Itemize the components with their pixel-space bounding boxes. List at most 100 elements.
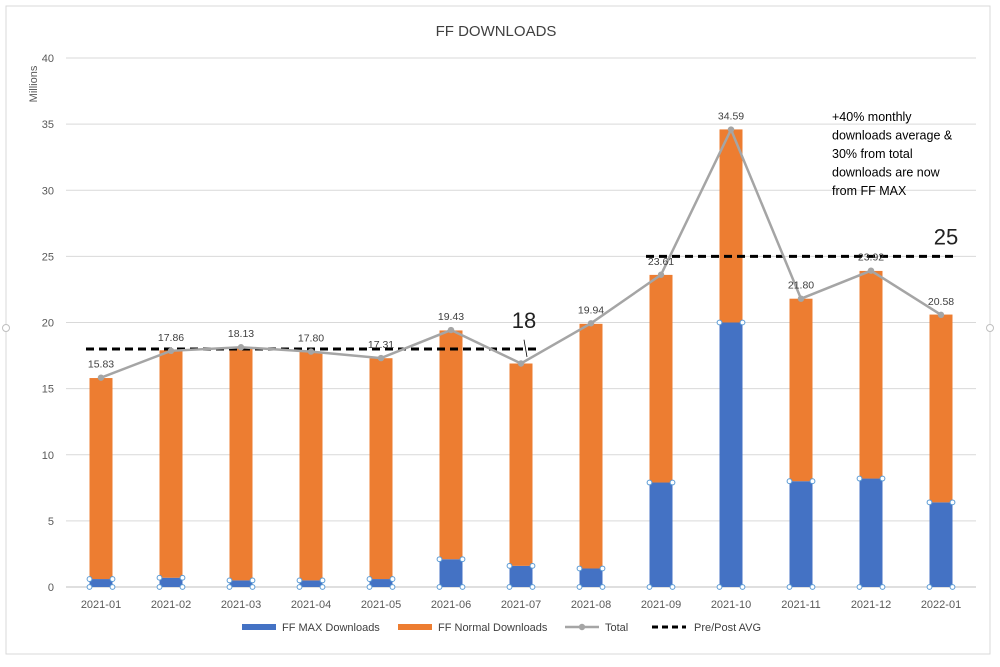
x-tick-label: 2021-12 xyxy=(851,599,891,611)
series-selection-marker xyxy=(786,584,793,590)
resize-handle-right[interactable] xyxy=(986,324,994,332)
total-point xyxy=(97,374,105,381)
total-point xyxy=(377,354,385,362)
total-data-label: 19.43 xyxy=(438,311,464,323)
legend-swatch xyxy=(398,624,432,630)
x-tick-label: 2021-08 xyxy=(571,599,611,611)
bar-ff-normal xyxy=(929,314,953,503)
legend: FF MAX Downloads FF Normal Downloads Total… xyxy=(242,622,761,634)
legend-item[interactable]: FF Normal Downloads xyxy=(398,622,548,634)
series-selection-marker xyxy=(366,584,373,590)
series-selection-marker xyxy=(716,319,723,326)
y-tick-label: 10 xyxy=(42,450,54,462)
series-selection-marker xyxy=(319,584,326,590)
total-data-label: 23.61 xyxy=(648,256,674,268)
series-selection-marker xyxy=(506,562,513,569)
legend-item[interactable]: Total xyxy=(565,622,628,634)
total-point xyxy=(867,267,875,274)
series-selection-marker xyxy=(879,584,886,590)
bar-ff-max xyxy=(719,322,743,587)
x-tick-label: 2021-05 xyxy=(361,599,401,611)
series-selection-marker xyxy=(646,479,653,486)
series-selection-marker xyxy=(179,584,186,590)
pre-avg-annotation: 18 xyxy=(512,308,536,333)
series-selection-marker xyxy=(926,584,933,590)
y-tick-label: 40 xyxy=(42,53,54,65)
bar-ff-normal xyxy=(719,129,743,323)
series-selection-marker xyxy=(389,576,396,582)
insight-annotation-line: +40% monthly xyxy=(832,110,912,124)
series-selection-marker xyxy=(879,475,886,482)
x-tick-label: 2021-02 xyxy=(151,599,191,611)
bar-ff-max xyxy=(159,577,183,587)
bar-ff-max xyxy=(229,580,253,587)
total-point xyxy=(307,348,315,355)
total-point xyxy=(797,295,805,302)
total-line xyxy=(97,126,945,381)
bar-ff-max xyxy=(859,478,883,587)
gridlines xyxy=(66,57,976,588)
total-point xyxy=(167,347,175,355)
series-selection-marker xyxy=(249,584,256,590)
total-data-label: 23.92 xyxy=(858,252,884,264)
total-data-label: 15.83 xyxy=(88,359,114,371)
series-selection-marker xyxy=(226,577,233,584)
bar-ff-normal xyxy=(439,330,463,560)
total-data-label: 17.31 xyxy=(368,339,394,351)
series-selection-marker xyxy=(249,577,256,584)
x-tick-label: 2021-03 xyxy=(221,599,261,611)
series-selection-marker xyxy=(856,475,863,482)
series-selection-marker xyxy=(109,576,116,582)
x-tick-label: 2021-07 xyxy=(501,599,541,611)
legend-item[interactable]: Pre/Post AVG xyxy=(652,622,761,634)
x-tick-label: 2021-06 xyxy=(431,599,471,611)
series-selection-marker xyxy=(856,584,863,590)
bars xyxy=(86,129,956,590)
y-tick-label: 0 xyxy=(48,582,54,594)
series-selection-marker xyxy=(389,584,396,590)
legend-label: Total xyxy=(605,622,628,634)
bar-ff-normal xyxy=(369,358,393,580)
total-point xyxy=(727,126,735,133)
series-selection-marker xyxy=(366,576,373,582)
series-selection-marker xyxy=(599,565,606,572)
series-selection-marker xyxy=(949,584,956,590)
series-selection-marker xyxy=(459,556,466,563)
post-avg-annotation: 25 xyxy=(934,224,958,249)
series-selection-marker xyxy=(669,584,676,590)
total-data-label: 34.59 xyxy=(718,111,744,123)
total-data-label: 20.58 xyxy=(928,296,954,308)
y-tick-label: 5 xyxy=(48,516,54,528)
series-selection-marker xyxy=(319,577,326,584)
series-selection-marker xyxy=(296,584,303,590)
bar-ff-normal xyxy=(649,274,673,483)
series-selection-marker xyxy=(716,584,723,590)
total-point xyxy=(937,311,945,319)
series-selection-marker xyxy=(529,584,536,590)
series-selection-marker xyxy=(646,584,653,590)
series-selection-marker xyxy=(576,584,583,590)
legend-item[interactable]: FF MAX Downloads xyxy=(242,622,380,634)
bar-ff-normal xyxy=(159,350,183,578)
series-selection-marker xyxy=(86,576,93,582)
series-selection-marker xyxy=(809,584,816,590)
series-selection-marker xyxy=(506,584,513,590)
bar-ff-max xyxy=(649,482,673,587)
bar-ff-normal xyxy=(859,270,883,479)
chart-title: FF DOWNLOADS xyxy=(436,23,557,40)
series-selection-marker xyxy=(436,556,443,563)
series-selection-marker xyxy=(739,584,746,590)
bar-ff-max xyxy=(509,565,533,587)
total-data-label: 19.94 xyxy=(578,304,604,316)
bar-ff-normal xyxy=(789,298,813,482)
legend-label: FF MAX Downloads xyxy=(282,622,380,634)
bar-ff-max xyxy=(579,568,603,587)
resize-handle-left[interactable] xyxy=(2,324,10,332)
y-axis-label: Millions xyxy=(28,65,40,102)
insight-annotation-line: downloads are now xyxy=(832,166,941,180)
total-data-label: 17.86 xyxy=(158,332,184,344)
total-point xyxy=(237,344,245,351)
x-tick-label: 2021-01 xyxy=(81,599,121,611)
